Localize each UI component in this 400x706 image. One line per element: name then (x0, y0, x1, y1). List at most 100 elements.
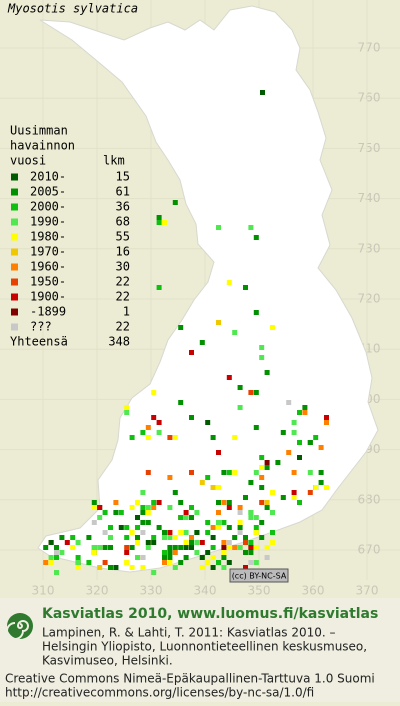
observation-square (108, 545, 113, 550)
badge-box (229, 568, 289, 583)
observation-square (64, 540, 70, 545)
observation-square (118, 525, 124, 530)
observation-square (151, 570, 157, 575)
observation-square (172, 490, 178, 495)
observation-square (167, 545, 173, 550)
observation-square (259, 520, 265, 525)
citation: Helsingin Yliopisto, Luonnontieteellinen… (42, 640, 367, 654)
observation-square (135, 515, 140, 520)
observation-square (248, 545, 254, 550)
observation-square (297, 440, 302, 445)
legend-label: 1970- (30, 245, 66, 259)
legend-count: 1 (123, 305, 130, 319)
observation-square (156, 525, 162, 530)
observation-square (226, 375, 232, 380)
legend-count: 16 (116, 245, 130, 259)
observation-square (97, 545, 103, 550)
observation-square (140, 505, 146, 510)
observation-square (54, 545, 59, 550)
observation-square (151, 390, 157, 395)
legend-total: 348 (108, 335, 130, 349)
observation-square (151, 415, 157, 420)
observation-square (253, 310, 259, 315)
observation-square (54, 550, 59, 555)
observation-square (135, 535, 140, 540)
observation-square (232, 470, 238, 475)
observation-square (194, 550, 200, 555)
legend-label: 1990- (30, 215, 66, 229)
observation-square (194, 540, 200, 545)
observation-square (118, 510, 124, 515)
observation-squares (43, 90, 329, 575)
legend-swatch (11, 248, 18, 256)
species-title: Myosotis sylvatica (7, 2, 138, 16)
legend-swatch (11, 173, 18, 181)
observation-square (167, 530, 173, 535)
legend-label: 2005- (30, 185, 66, 199)
observation-square (253, 470, 259, 475)
legend-count: 30 (116, 260, 130, 274)
observation-square (216, 225, 221, 230)
observation-square (167, 535, 173, 540)
observation-square (199, 555, 205, 560)
observation-square (75, 540, 81, 545)
observation-square (221, 540, 227, 545)
observation-square (307, 470, 313, 475)
observation-square (167, 560, 173, 565)
observation-square (297, 455, 302, 460)
observation-square (280, 430, 286, 435)
legend-label: 1960- (30, 260, 66, 274)
observation-square (140, 520, 146, 525)
observation-square (178, 515, 184, 520)
x-coordinate-label: 350 (248, 584, 271, 598)
y-coordinate-label: 730 (358, 241, 381, 255)
observation-square (162, 550, 167, 555)
observation-square (221, 555, 227, 560)
observation-square (135, 540, 140, 545)
observation-square (102, 510, 108, 515)
legend-count: 36 (116, 200, 130, 214)
logo-spiral (6, 620, 29, 640)
observation-square (156, 285, 162, 290)
observation-square (108, 565, 113, 570)
legend-heading: Uusimman (10, 124, 68, 138)
observation-square (151, 500, 157, 505)
observation-square (189, 540, 194, 545)
observation-square (162, 560, 167, 565)
observation-square (145, 425, 151, 430)
observation-square (243, 565, 248, 570)
observation-square (248, 540, 254, 545)
observation-square (135, 555, 140, 560)
observation-square (210, 485, 216, 490)
observation-square (113, 565, 119, 570)
observation-square (167, 435, 173, 440)
observation-square (124, 410, 130, 415)
x-coordinate-label: 340 (194, 584, 217, 598)
observation-square (324, 420, 329, 425)
y-coordinate-label: 680 (358, 492, 381, 506)
observation-square (162, 530, 167, 535)
observation-square (102, 530, 108, 535)
x-coordinate-label: 320 (86, 584, 109, 598)
observation-square (151, 540, 157, 545)
observation-square (205, 530, 211, 535)
observation-square (167, 555, 173, 560)
badge-text: (cc) BY-NC-SA (232, 572, 287, 581)
observation-square (264, 545, 270, 550)
observation-square (124, 535, 130, 540)
x-coordinate-label: 310 (32, 584, 55, 598)
legend-count-heading: lkm (103, 154, 125, 168)
legend-label: 1980- (30, 230, 66, 244)
observation-square (264, 555, 270, 560)
observation-square (91, 520, 97, 525)
observation-square (216, 520, 221, 525)
observation-square (253, 525, 259, 530)
observation-square (145, 470, 151, 475)
observation-square (243, 550, 248, 555)
observation-square (318, 445, 324, 450)
legend-total-label: Yhteensä (10, 335, 68, 349)
observation-square (167, 505, 173, 510)
observation-square (237, 405, 243, 410)
observation-square (124, 525, 130, 530)
observation-square (172, 200, 178, 205)
